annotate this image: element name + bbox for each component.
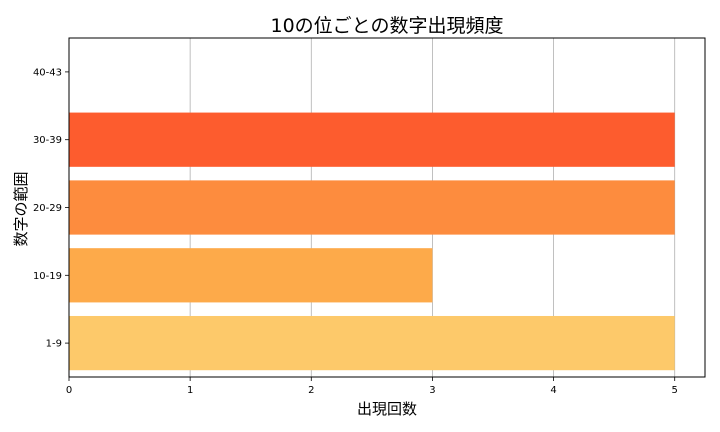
chart-title: 10の位ごとの数字出現頻度 xyxy=(271,15,504,37)
y-axis-title: 数字の範囲 xyxy=(12,171,30,246)
y-tick-label: 10-19 xyxy=(33,271,62,282)
x-tick-label: 0 xyxy=(66,385,72,396)
y-tick-label: 20-29 xyxy=(33,203,62,214)
x-tick-label: 1 xyxy=(187,385,193,396)
bar-10-19 xyxy=(69,248,433,303)
y-tick-label: 30-39 xyxy=(33,135,62,146)
bar-30-39 xyxy=(69,112,675,167)
bar-20-29 xyxy=(69,180,675,235)
x-tick-label: 2 xyxy=(308,385,314,396)
x-tick-label: 3 xyxy=(429,385,435,396)
axis-ticks: 0 1 2 3 4 5 1-9 10-19 20-29 30-39 40-43 xyxy=(33,67,678,396)
x-tick-label: 5 xyxy=(672,385,678,396)
y-tick-label: 1-9 xyxy=(46,339,62,350)
bars xyxy=(69,112,675,371)
bar-1-9 xyxy=(69,315,675,371)
x-tick-label: 4 xyxy=(550,385,556,396)
x-axis-title: 出現回数 xyxy=(357,400,417,418)
y-tick-label: 40-43 xyxy=(33,67,62,78)
